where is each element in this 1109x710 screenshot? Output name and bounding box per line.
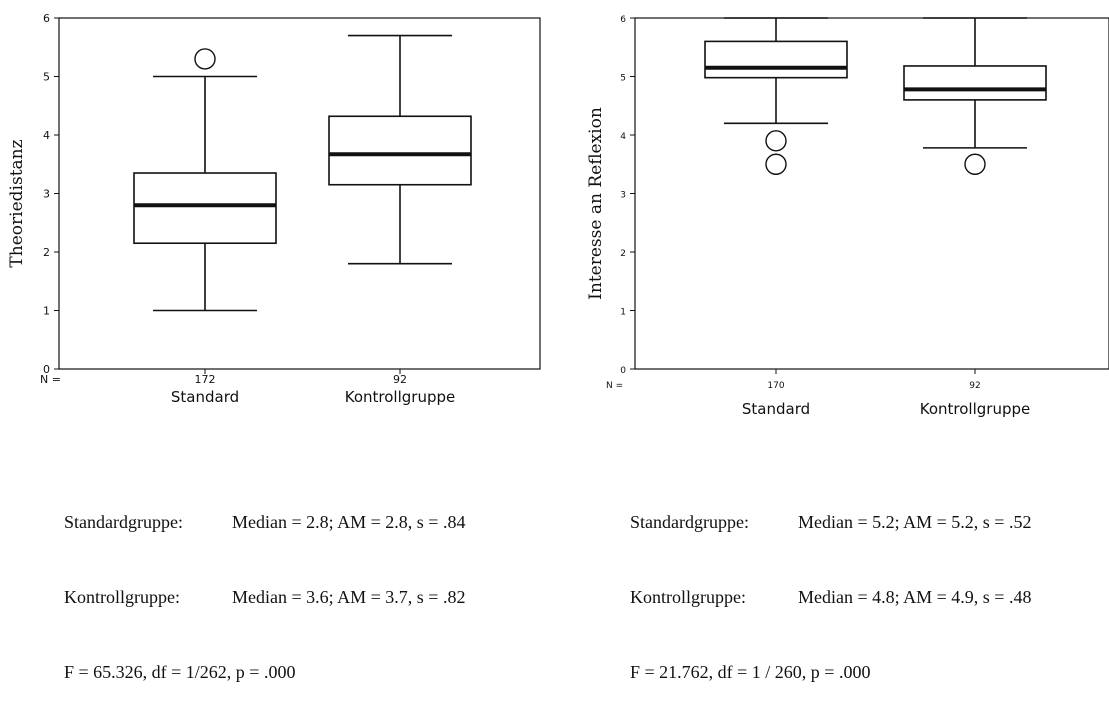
y-tick-label: 3 xyxy=(43,188,50,201)
stats-right-row-3: F = 21.762, df = 1 / 260, p = .000 xyxy=(630,660,1031,685)
stats-right-values-standard: Median = 5.2; AM = 5.2, s = .52 xyxy=(798,512,1032,532)
plot-frame xyxy=(58,17,541,370)
box-iqr xyxy=(133,172,277,245)
y-tick-label: 3 xyxy=(620,191,626,201)
y-tick-label: 5 xyxy=(43,71,50,84)
boxplot-panel-2: 0 1 2 3 4 5 6 Interesse an Reflexion N = 170 Stand… xyxy=(586,15,1109,418)
y-tick-label: 2 xyxy=(620,249,626,259)
n-value: 92 xyxy=(393,373,407,386)
box-iqr xyxy=(704,40,848,79)
stats-left: Standardgruppe: Median = 2.8; AM = 2.8, … xyxy=(64,460,465,710)
y-tick-label: 2 xyxy=(43,246,50,259)
box-iqr xyxy=(903,65,1047,101)
n-label: N = xyxy=(40,373,61,386)
y-tick-label: 1 xyxy=(43,305,50,318)
y-tick-label: 5 xyxy=(620,74,626,84)
stats-right-group-kontroll: Kontrollgruppe: xyxy=(630,587,746,607)
stats-left-values-standard: Median = 2.8; AM = 2.8, s = .84 xyxy=(232,512,466,532)
y-tick-label: 6 xyxy=(620,15,626,25)
category-label: Standard xyxy=(742,400,810,418)
y-tick-label: 4 xyxy=(620,132,626,142)
stats-left-row-2: Kontrollgruppe: Median = 3.6; AM = 3.7, … xyxy=(64,585,465,610)
outlier-point xyxy=(765,153,787,175)
stats-right-values-kontroll: Median = 4.8; AM = 4.9, s = .48 xyxy=(798,587,1032,607)
stats-left-row-3: F = 65.326, df = 1/262, p = .000 xyxy=(64,660,465,685)
boxplot-panel-1: 0 1 2 3 4 5 6 Theoriedistanz N = 172 Standard 92 Kon… xyxy=(7,12,541,406)
stats-left-group-standard: Standardgruppe: xyxy=(64,512,183,532)
stats-right-row-2: Kontrollgruppe: Median = 4.8; AM = 4.9, … xyxy=(630,585,1031,610)
stats-left-values-kontroll: Median = 3.6; AM = 3.7, s = .82 xyxy=(232,587,466,607)
category-label: Kontrollgruppe xyxy=(345,388,455,406)
n-value: 92 xyxy=(969,381,980,391)
n-value: 172 xyxy=(195,373,216,386)
stats-right-row-1: Standardgruppe: Median = 5.2; AM = 5.2, … xyxy=(630,510,1031,535)
y-tick-label: 0 xyxy=(43,363,50,376)
y-axis-label: Theoriedistanz xyxy=(7,139,27,267)
y-tick-label: 4 xyxy=(43,129,50,142)
y-tick-label: 6 xyxy=(43,12,50,25)
stats-right: Standardgruppe: Median = 5.2; AM = 5.2, … xyxy=(630,460,1031,710)
stats-left-group-kontroll: Kontrollgruppe: xyxy=(64,587,180,607)
boxplot-figure: 0 1 2 3 4 5 6 Theoriedistanz N = 172 Standard 92 Kon… xyxy=(7,12,1109,418)
y-tick-label: 0 xyxy=(620,366,626,376)
outlier-point xyxy=(765,130,787,152)
stats-right-anova: F = 21.762, df = 1 / 260, p = .000 xyxy=(630,662,871,682)
stats-left-row-1: Standardgruppe: Median = 2.8; AM = 2.8, … xyxy=(64,510,465,535)
y-tick-label: 1 xyxy=(620,308,626,318)
stats-right-group-standard: Standardgruppe: xyxy=(630,512,749,532)
n-label: N = xyxy=(606,381,623,391)
n-value: 170 xyxy=(767,381,784,391)
y-axis-label: Interesse an Reflexion xyxy=(586,107,606,300)
category-label: Kontrollgruppe xyxy=(920,400,1030,418)
outlier-point xyxy=(194,48,216,70)
outlier-point xyxy=(964,153,986,175)
stats-left-anova: F = 65.326, df = 1/262, p = .000 xyxy=(64,662,296,682)
category-label: Standard xyxy=(171,388,239,406)
box-iqr xyxy=(328,115,472,186)
